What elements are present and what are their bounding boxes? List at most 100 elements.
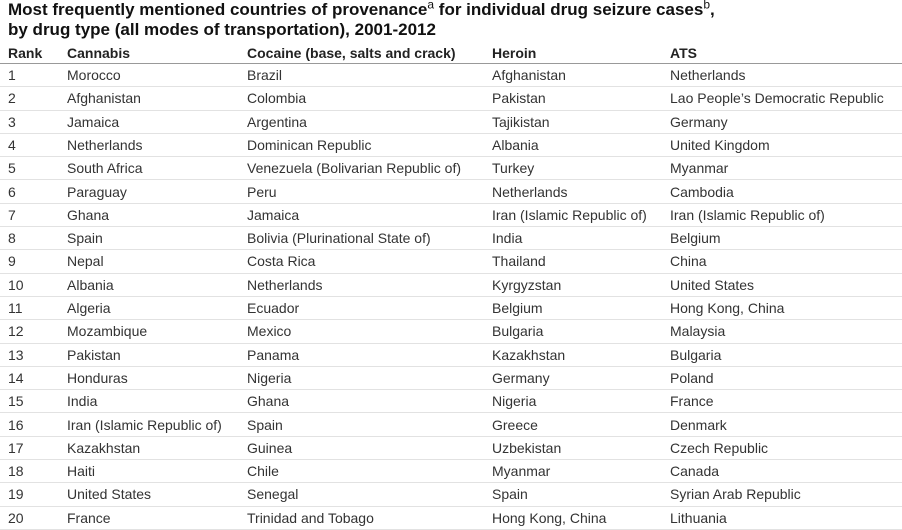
table-row: 9 Nepal Costa Rica Thailand China xyxy=(0,250,902,274)
rank-cell: 16 xyxy=(8,416,24,433)
country-cell: Kazakhstan xyxy=(67,439,141,456)
country-cell: Czech Republic xyxy=(670,439,769,456)
country-cell: China xyxy=(670,253,707,270)
country-cell: Paraguay xyxy=(67,183,127,200)
rank-cell: 10 xyxy=(8,276,24,293)
table-row: 3 Jamaica Argentina Tajikistan Germany xyxy=(0,111,902,134)
country-cell: Myanmar xyxy=(670,160,729,177)
table-row: 5 South Africa Venezuela (Bolivarian Repub… xyxy=(0,157,902,181)
country-cell: Pakistan xyxy=(67,346,121,363)
country-cell: Venezuela (Bolivarian Republic of) xyxy=(247,160,462,177)
country-cell: Bulgaria xyxy=(670,346,722,363)
country-cell: Kyrgyzstan xyxy=(492,276,562,293)
country-cell: Chile xyxy=(247,463,279,480)
country-cell: Albania xyxy=(67,276,114,293)
country-cell: Senegal xyxy=(247,486,299,503)
country-cell: Bolivia (Plurinational State of) xyxy=(247,230,431,247)
country-cell: Pakistan xyxy=(492,90,546,107)
country-cell: Lao People’s Democratic Republic xyxy=(670,90,884,107)
country-cell: Lithuania xyxy=(670,509,727,526)
country-cell: Algeria xyxy=(67,300,111,316)
rank-cell: 13 xyxy=(8,346,24,363)
table-row: 16 Iran (Islamic Republic of) Spain Greece D… xyxy=(0,414,902,437)
country-cell: Belgium xyxy=(492,300,543,316)
table-row: 7 Ghana Jamaica Iran (Islamic Republic of) I… xyxy=(0,204,902,228)
country-cell: Spain xyxy=(492,486,528,503)
header-cell: Rank xyxy=(8,45,43,61)
country-cell: India xyxy=(67,393,98,410)
country-cell: Brazil xyxy=(247,67,283,83)
country-cell: Costa Rica xyxy=(247,253,316,270)
country-cell: Ghana xyxy=(247,393,290,410)
country-cell: Peru xyxy=(247,183,277,200)
table-row: 1 Morocco Brazil Afghanistan Netherlands xyxy=(0,64,902,88)
table-row: 14 Honduras Nigeria Germany Poland xyxy=(0,367,902,391)
country-cell: India xyxy=(492,230,523,247)
country-cell: Nepal xyxy=(67,253,104,270)
country-cell: Trinidad and Tobago xyxy=(247,509,374,526)
country-cell: Netherlands xyxy=(247,276,323,293)
header-row: Rank Cannabis Cocaine (base, salts and cra… xyxy=(0,43,902,64)
country-cell: Uzbekistan xyxy=(492,439,562,456)
country-cell: Iran (Islamic Republic of) xyxy=(670,206,825,223)
country-cell: Netherlands xyxy=(670,67,746,83)
country-cell: United States xyxy=(67,486,152,503)
header-cell: ATS xyxy=(670,45,697,61)
rank-cell: 2 xyxy=(8,90,16,107)
rank-cell: 8 xyxy=(8,230,16,247)
country-cell: Cambodia xyxy=(670,183,734,200)
table-row: 20 France Trinidad and Tobago Hong Kong, Ch… xyxy=(0,507,902,530)
country-cell: United Kingdom xyxy=(670,136,770,153)
country-cell: Syrian Arab Republic xyxy=(670,486,801,503)
country-cell: Nigeria xyxy=(492,393,537,410)
footnote-mark: a xyxy=(427,0,435,12)
country-cell: South Africa xyxy=(67,160,143,177)
country-cell: Spain xyxy=(67,230,103,247)
country-cell: Dominican Republic xyxy=(247,136,372,153)
rank-cell: 6 xyxy=(8,183,16,200)
country-cell: Afghanistan xyxy=(67,90,141,107)
country-cell: Iran (Islamic Republic of) xyxy=(492,206,647,223)
country-cell: Colombia xyxy=(247,90,307,107)
table-row: 11 Algeria Ecuador Belgium Hong Kong, China xyxy=(0,297,902,321)
country-cell: Albania xyxy=(492,136,539,153)
table-row: 13 Pakistan Panama Kazakhstan Bulgaria xyxy=(0,344,902,367)
rank-cell: 4 xyxy=(8,136,16,153)
table-row: 2 Afghanistan Colombia Pakistan Lao People’s… xyxy=(0,87,902,111)
title-text: , xyxy=(710,0,715,19)
rank-cell: 5 xyxy=(8,160,16,177)
rank-cell: 12 xyxy=(8,323,24,340)
country-cell: Hong Kong, China xyxy=(670,300,785,316)
rank-cell: 9 xyxy=(8,253,16,270)
country-cell: Myanmar xyxy=(492,463,551,480)
country-cell: Greece xyxy=(492,416,538,433)
rank-cell: 18 xyxy=(8,463,24,480)
header-cell: Cannabis xyxy=(67,45,131,61)
country-cell: Netherlands xyxy=(492,183,568,200)
rank-cell: 11 xyxy=(8,300,23,316)
country-cell: Turkey xyxy=(492,160,535,177)
country-cell: Thailand xyxy=(492,253,546,270)
country-cell: Afghanistan xyxy=(492,67,566,83)
table-row: 15 India Ghana Nigeria France xyxy=(0,390,902,414)
table-row: 4 Netherlands Dominican Republic Albania Uni… xyxy=(0,134,902,158)
country-cell: Jamaica xyxy=(247,206,300,223)
country-cell: Argentina xyxy=(247,113,307,130)
rank-cell: 17 xyxy=(8,439,24,456)
country-cell: Spain xyxy=(247,416,283,433)
country-cell: Nigeria xyxy=(247,369,292,386)
country-cell: Hong Kong, China xyxy=(492,509,607,526)
footnote-mark: b xyxy=(703,0,711,12)
country-cell: Kazakhstan xyxy=(492,346,566,363)
table-row: 17 Kazakhstan Guinea Uzbekistan Czech Republ… xyxy=(0,437,902,461)
rank-cell: 3 xyxy=(8,113,16,130)
country-cell: Honduras xyxy=(67,369,128,386)
country-cell: Mexico xyxy=(247,323,292,340)
country-cell: Netherlands xyxy=(67,136,143,153)
country-cell: Morocco xyxy=(67,67,121,83)
rank-cell: 14 xyxy=(8,369,24,386)
country-cell: Ghana xyxy=(67,206,110,223)
country-cell: Haiti xyxy=(67,463,96,480)
table-row: 8 Spain Bolivia (Plurinational State of) In… xyxy=(0,227,902,251)
title-text: Most frequently mentioned countries of p… xyxy=(8,0,428,19)
